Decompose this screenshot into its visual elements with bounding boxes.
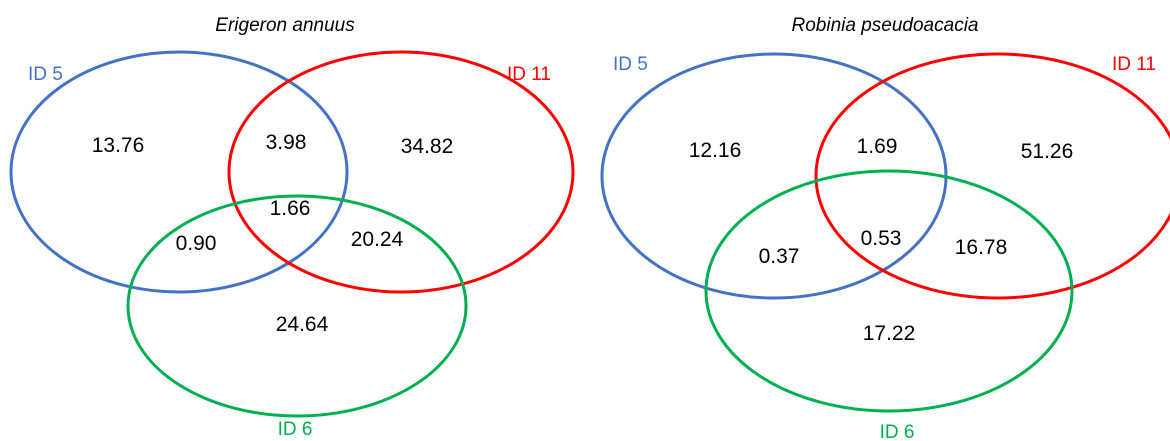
set-id11-ellipse [814, 52, 1170, 300]
set-label-id6: ID 6 [278, 419, 313, 440]
region-id11-only: 34.82 [401, 135, 454, 158]
set-label-id5: ID 5 [613, 54, 648, 75]
set-label-id11: ID 11 [1112, 54, 1156, 75]
region-id11-only: 51.26 [1021, 140, 1074, 163]
set-id5-ellipse [9, 50, 349, 294]
region-id5-only: 13.76 [92, 134, 145, 157]
panel-title: Robinia pseudoacacia [792, 15, 979, 36]
venn-panel-erigeron: Erigeron annuus ID 5 ID 11 ID 6 13.76 3.… [9, 15, 575, 440]
panel-title: Erigeron annuus [215, 15, 355, 36]
set-label-id5: ID 5 [28, 64, 63, 85]
set-label-id6: ID 6 [880, 422, 915, 441]
region-id5-id11: 1.69 [857, 135, 898, 158]
region-id6-only: 24.64 [276, 313, 329, 336]
region-id5-only: 12.16 [689, 139, 742, 162]
region-id5-id6: 0.37 [759, 245, 800, 268]
venn-panel-robinia: Robinia pseudoacacia ID 5 ID 11 ID 6 12.… [600, 15, 1170, 441]
set-id6-ellipse [704, 169, 1074, 413]
region-id5-id6: 0.90 [176, 232, 217, 255]
set-label-id11: ID 11 [507, 64, 551, 85]
region-id5-id11: 3.98 [266, 131, 307, 154]
region-id11-id6: 16.78 [955, 236, 1008, 259]
region-id11-id6: 20.24 [351, 228, 404, 251]
set-id6-ellipse [126, 194, 468, 418]
region-all: 1.66 [270, 197, 311, 220]
set-id11-ellipse [227, 50, 575, 294]
region-id6-only: 17.22 [863, 322, 916, 345]
region-all: 0.53 [861, 227, 902, 250]
